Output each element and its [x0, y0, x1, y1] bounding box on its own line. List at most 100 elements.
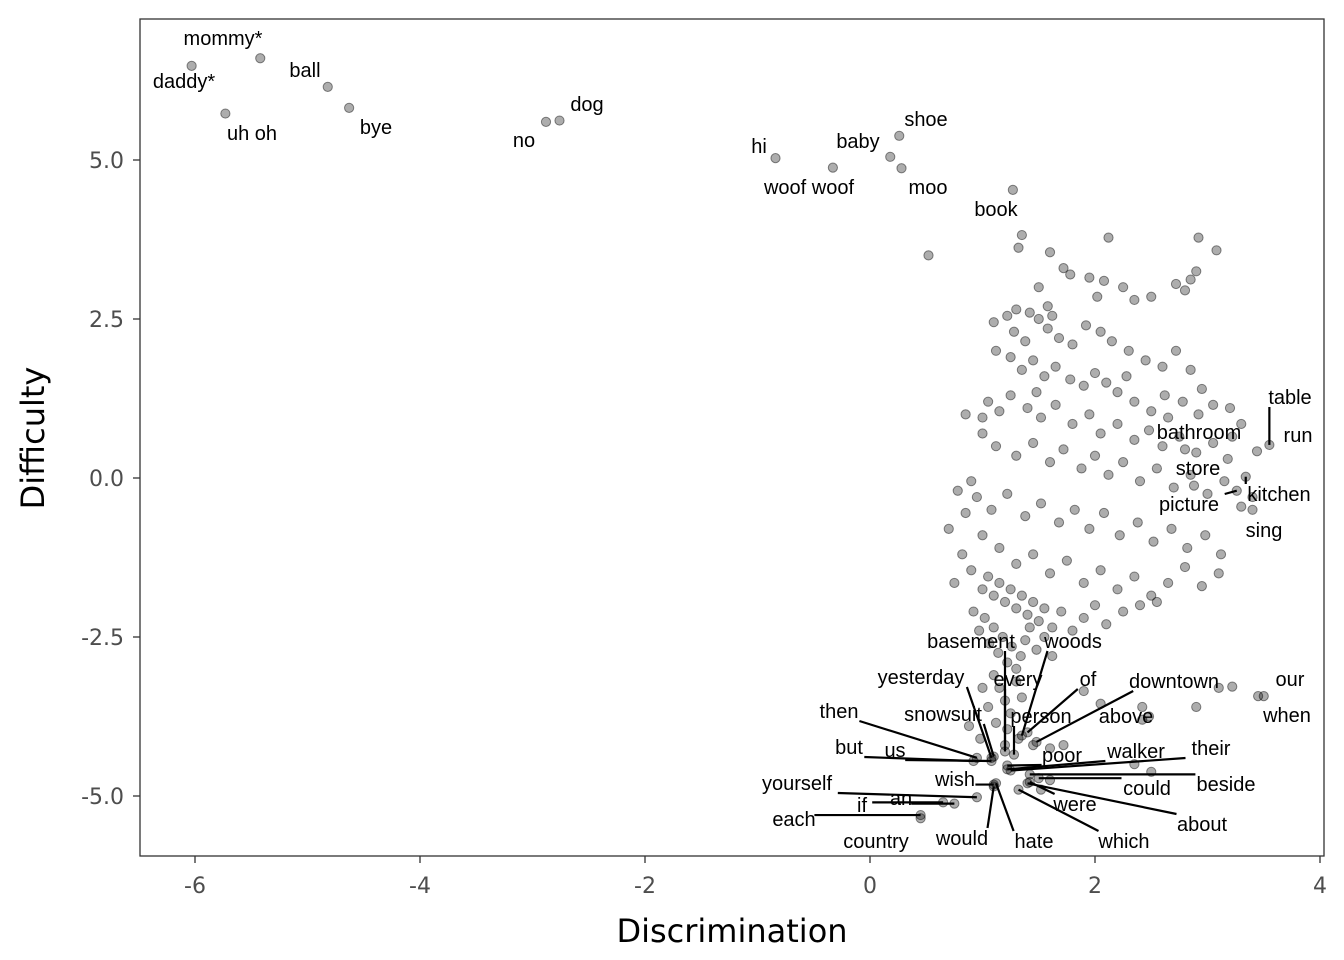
data-point — [977, 682, 988, 693]
data-point — [1118, 457, 1129, 468]
data-point — [1193, 409, 1204, 420]
data-point — [977, 530, 988, 541]
data-point — [1134, 600, 1146, 611]
data-point — [1106, 336, 1117, 347]
labeled-data-point — [986, 755, 997, 767]
data-point — [977, 584, 988, 595]
data-point — [1095, 326, 1106, 337]
data-point — [974, 625, 985, 636]
x-tick-label: -4 — [409, 874, 431, 899]
data-point — [1044, 247, 1056, 258]
data-point — [990, 717, 1002, 728]
y-axis: -5.0 -2.5 0.0 2.5 5.0 — [81, 149, 140, 810]
data-point — [1146, 406, 1157, 417]
labeled-data-point — [1240, 471, 1251, 482]
data-point — [1151, 463, 1162, 474]
leader-line — [986, 786, 995, 829]
data-point — [1134, 476, 1146, 487]
data-point — [1080, 320, 1092, 331]
data-point — [1005, 708, 1016, 719]
data-point — [1053, 332, 1065, 344]
point-label: dog — [570, 94, 603, 116]
labeled-data-point — [540, 116, 552, 127]
data-point — [1002, 310, 1013, 321]
leader-line — [905, 758, 992, 763]
data-point — [994, 577, 1005, 589]
leader-line — [982, 723, 995, 757]
data-point — [1191, 266, 1202, 277]
data-point — [1008, 326, 1020, 337]
point-labels: mommy* daddy* uh oh ball bye dog no hi woof woof… — [153, 28, 1313, 853]
data-point — [1159, 390, 1170, 401]
labeled-data-point — [1188, 480, 1200, 491]
data-point — [1047, 650, 1058, 662]
data-point — [1002, 488, 1013, 499]
point-label: picture — [1159, 494, 1219, 516]
data-point — [1084, 409, 1095, 420]
data-point — [968, 606, 979, 617]
point-label: when — [1262, 705, 1311, 727]
data-point — [1163, 412, 1174, 423]
data-point — [990, 441, 1002, 452]
data-point — [1182, 542, 1193, 554]
data-point — [1067, 625, 1078, 636]
data-point — [1022, 402, 1033, 414]
data-point — [997, 631, 1008, 643]
y-tick-label: 0.0 — [89, 467, 124, 492]
data-point — [1191, 701, 1202, 713]
data-point — [1236, 418, 1247, 430]
labeled-data-point — [894, 130, 905, 141]
point-label: beside — [1197, 774, 1256, 796]
labeled-data-point — [1022, 778, 1033, 789]
point-label: their — [1192, 738, 1231, 760]
point-label: hate — [1015, 831, 1054, 853]
data-point — [1044, 775, 1056, 786]
data-point — [1227, 681, 1238, 692]
data-point — [1213, 568, 1224, 579]
data-point — [1011, 676, 1022, 687]
data-point — [986, 504, 997, 515]
data-point — [1213, 682, 1224, 693]
point-label: an — [890, 788, 912, 810]
point-label: kitchen — [1247, 484, 1310, 506]
y-tick-label: 5.0 — [89, 149, 124, 174]
data-point — [1013, 733, 1024, 744]
data-point — [1129, 434, 1140, 445]
data-point — [1092, 291, 1103, 302]
x-tick-label: -6 — [184, 874, 206, 899]
data-point — [1121, 371, 1132, 382]
data-point — [1098, 275, 1110, 286]
labeled-data-point — [915, 813, 926, 824]
labeled-data-point — [827, 162, 838, 173]
data-point — [988, 622, 999, 633]
point-label: which — [1097, 831, 1149, 853]
data-point — [1114, 530, 1125, 541]
data-point — [993, 647, 1004, 659]
data-point — [1058, 740, 1069, 751]
data-point — [1129, 294, 1140, 306]
data-point — [1020, 336, 1031, 347]
y-tick-label: -5.0 — [81, 785, 124, 810]
data-point — [1089, 367, 1101, 379]
data-point — [1185, 274, 1196, 285]
data-point — [1146, 291, 1157, 302]
data-point — [1112, 387, 1123, 398]
labeled-data-point — [1258, 691, 1269, 702]
data-point — [943, 523, 954, 534]
leader-line — [1007, 759, 1106, 771]
data-point — [1089, 600, 1101, 611]
labeled-data-point — [896, 163, 907, 174]
data-point — [1065, 269, 1076, 280]
data-point — [1101, 377, 1112, 388]
labeled-data-point — [770, 152, 781, 164]
leader-line — [1035, 690, 1134, 743]
x-tick-label: 4 — [1313, 874, 1327, 899]
x-axis: -6 -4 -2 0 2 4 — [184, 856, 1327, 899]
data-point — [988, 670, 999, 681]
data-point — [1129, 759, 1140, 770]
data-point — [1078, 577, 1089, 589]
data-point — [1095, 698, 1106, 709]
point-label: our — [1276, 669, 1305, 691]
data-point — [1076, 463, 1087, 474]
data-point — [1033, 282, 1044, 293]
